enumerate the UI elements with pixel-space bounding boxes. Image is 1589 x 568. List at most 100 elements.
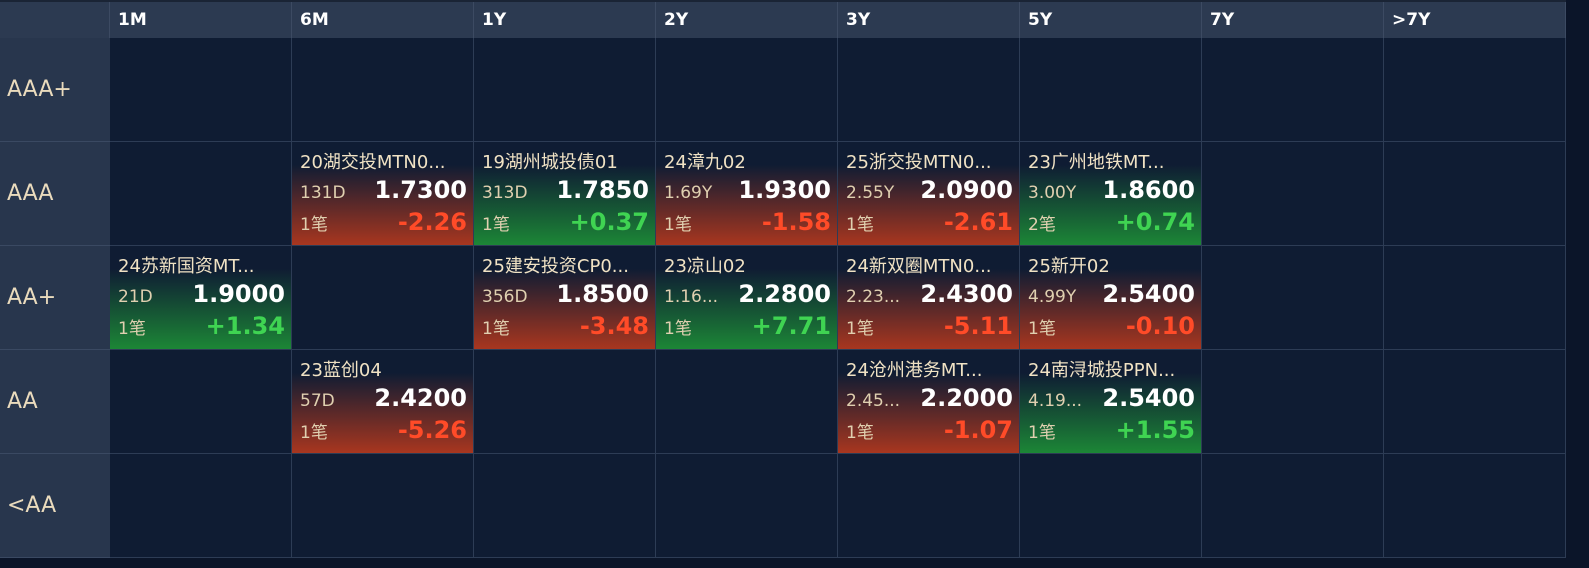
bond-yield: 2.2000: [920, 384, 1013, 412]
bond-row: 4.19... 2.5400: [1028, 384, 1195, 416]
grid-cell: 25新开02 4.99Y 2.5400 1笔 -0.10: [1020, 246, 1202, 350]
bond-row: 1笔 -5.26: [300, 416, 467, 448]
trade-count: 1笔: [846, 215, 874, 235]
grid-cell: [656, 350, 838, 454]
trade-count: 1笔: [118, 319, 146, 339]
bond-row: 3.00Y 1.8600: [1028, 176, 1195, 208]
grid-cell: [110, 142, 292, 246]
rating-label: AAA+: [0, 38, 110, 142]
yield-change: -1.58: [761, 208, 831, 236]
grid-cell: 23凉山02 1.16... 2.2800 1笔 +7.71: [656, 246, 838, 350]
bond-name: 23蓝创04: [300, 360, 382, 381]
grid-cell: [110, 38, 292, 142]
bond-yield: 2.4200: [374, 384, 467, 412]
bond-yield: 1.7850: [556, 176, 649, 204]
bond-term: 356D: [482, 287, 528, 307]
grid-cell: [1384, 350, 1566, 454]
column-header: 2Y: [656, 2, 838, 38]
bond-yield: 2.4300: [920, 280, 1013, 308]
yield-change: -2.26: [397, 208, 467, 236]
bond-yield: 1.9300: [738, 176, 831, 204]
bond-card[interactable]: 24新双圈MTN0... 2.23... 2.4300 1笔 -5.11: [838, 246, 1019, 349]
bond-yield: 1.7300: [374, 176, 467, 204]
grid-cell: [656, 38, 838, 142]
bond-card[interactable]: 19湖州城投债01 313D 1.7850 1笔 +0.37: [474, 142, 655, 245]
yield-change: +0.74: [1115, 208, 1195, 236]
trade-count: 1笔: [482, 319, 510, 339]
bond-name: 19湖州城投债01: [482, 152, 618, 173]
bond-term: 4.19...: [1028, 391, 1083, 411]
bond-yield: 2.5400: [1102, 280, 1195, 308]
bond-card[interactable]: 23蓝创04 57D 2.4200 1笔 -5.26: [292, 350, 473, 453]
bond-yield: 2.0900: [920, 176, 1013, 204]
grid-cell: 20湖交投MTN0... 131D 1.7300 1笔 -2.26: [292, 142, 474, 246]
trade-count: 1笔: [846, 319, 874, 339]
bond-card[interactable]: 24苏新国资MT... 21D 1.9000 1笔 +1.34: [110, 246, 291, 349]
bond-card[interactable]: 23凉山02 1.16... 2.2800 1笔 +7.71: [656, 246, 837, 349]
grid-cell: 24沧州港务MT... 2.45... 2.2000 1笔 -1.07: [838, 350, 1020, 454]
bond-name: 24漳九02: [664, 152, 746, 173]
grid-cell: 24南浔城投PPN... 4.19... 2.5400 1笔 +1.55: [1020, 350, 1202, 454]
bond-name: 25新开02: [1028, 256, 1110, 277]
trade-count: 1笔: [300, 215, 328, 235]
yield-change: -5.11: [943, 312, 1013, 340]
grid-cell: 23蓝创04 57D 2.4200 1笔 -5.26: [292, 350, 474, 454]
grid-cell: 24新双圈MTN0... 2.23... 2.4300 1笔 -5.11: [838, 246, 1020, 350]
column-header: 1Y: [474, 2, 656, 38]
grid-cell: 25浙交投MTN0... 2.55Y 2.0900 1笔 -2.61: [838, 142, 1020, 246]
bond-term: 313D: [482, 183, 528, 203]
bond-row: 1.69Y 1.9300: [664, 176, 831, 208]
bond-row: 1笔 -0.10: [1028, 312, 1195, 344]
bond-row: 2.45... 2.2000: [846, 384, 1013, 416]
bond-term: 131D: [300, 183, 346, 203]
bond-card[interactable]: 25建安投资CP0... 356D 1.8500 1笔 -3.48: [474, 246, 655, 349]
rating-label: AA: [0, 350, 110, 454]
bond-card[interactable]: 20湖交投MTN0... 131D 1.7300 1笔 -2.26: [292, 142, 473, 245]
grid-cell: [1202, 142, 1384, 246]
bond-row: 1笔 +1.34: [118, 312, 285, 344]
grid-cell: 24苏新国资MT... 21D 1.9000 1笔 +1.34: [110, 246, 292, 350]
bond-row: 1笔 -2.61: [846, 208, 1013, 240]
bond-card[interactable]: 23广州地铁MT... 3.00Y 1.8600 2笔 +0.74: [1020, 142, 1201, 245]
bond-row: 2笔 +0.74: [1028, 208, 1195, 240]
yield-change: +1.55: [1115, 416, 1195, 444]
bond-card[interactable]: 24漳九02 1.69Y 1.9300 1笔 -1.58: [656, 142, 837, 245]
column-header: 6M: [292, 2, 474, 38]
corner-header: [0, 2, 110, 38]
yield-change: -0.10: [1125, 312, 1195, 340]
bond-row: 131D 1.7300: [300, 176, 467, 208]
grid-cell: [838, 38, 1020, 142]
grid-cell: [656, 454, 838, 558]
trade-count: 1笔: [1028, 423, 1056, 443]
bond-row: 1.16... 2.2800: [664, 280, 831, 312]
bond-name: 24苏新国资MT...: [118, 256, 255, 277]
grid-cell: [110, 454, 292, 558]
bond-term: 2.23...: [846, 287, 901, 307]
column-header: 7Y: [1202, 2, 1384, 38]
bond-row: 356D 1.8500: [482, 280, 649, 312]
bond-yield: 2.5400: [1102, 384, 1195, 412]
rating-label: AA+: [0, 246, 110, 350]
bond-yield: 2.2800: [738, 280, 831, 308]
bond-yield: 1.8500: [556, 280, 649, 308]
bond-term: 3.00Y: [1028, 183, 1077, 203]
grid-cell: [292, 246, 474, 350]
grid-cell: [1202, 38, 1384, 142]
grid-cell: [292, 454, 474, 558]
bond-card[interactable]: 24沧州港务MT... 2.45... 2.2000 1笔 -1.07: [838, 350, 1019, 453]
bond-card[interactable]: 25新开02 4.99Y 2.5400 1笔 -0.10: [1020, 246, 1201, 349]
yield-change: -1.07: [943, 416, 1013, 444]
trade-count: 1笔: [482, 215, 510, 235]
bond-row: 1笔 +0.37: [482, 208, 649, 240]
trade-count: 1笔: [664, 215, 692, 235]
column-header: 5Y: [1020, 2, 1202, 38]
column-header: >7Y: [1384, 2, 1566, 38]
yield-change: +7.71: [751, 312, 831, 340]
grid-cell: [474, 350, 656, 454]
bond-card[interactable]: 25浙交投MTN0... 2.55Y 2.0900 1笔 -2.61: [838, 142, 1019, 245]
grid-cell: [1384, 38, 1566, 142]
grid-cell: [1202, 350, 1384, 454]
bond-yield: 1.8600: [1102, 176, 1195, 204]
grid-cell: 24漳九02 1.69Y 1.9300 1笔 -1.58: [656, 142, 838, 246]
bond-card[interactable]: 24南浔城投PPN... 4.19... 2.5400 1笔 +1.55: [1020, 350, 1201, 453]
